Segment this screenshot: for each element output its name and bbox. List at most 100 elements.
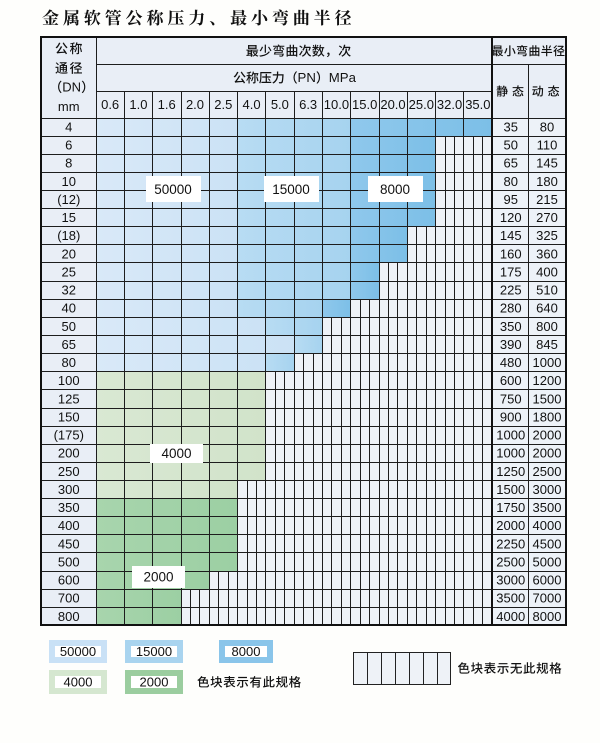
svg-text:8000: 8000 xyxy=(380,182,410,197)
svg-text:750: 750 xyxy=(500,391,522,406)
svg-text:4000: 4000 xyxy=(162,446,192,461)
svg-text:5.0: 5.0 xyxy=(271,97,289,112)
svg-text:40: 40 xyxy=(62,301,76,316)
svg-text:80: 80 xyxy=(62,355,76,370)
svg-text:32: 32 xyxy=(62,283,76,298)
svg-text:845: 845 xyxy=(536,337,558,352)
svg-text:600: 600 xyxy=(58,573,80,588)
svg-text:110: 110 xyxy=(537,138,558,153)
svg-text:160: 160 xyxy=(500,246,522,261)
svg-text:350: 350 xyxy=(58,500,80,515)
svg-text:4: 4 xyxy=(65,119,72,134)
svg-text:500: 500 xyxy=(58,554,80,569)
svg-text:145: 145 xyxy=(500,228,522,243)
svg-text:6.3: 6.3 xyxy=(299,97,317,112)
svg-text:120: 120 xyxy=(500,210,522,225)
svg-text:4000: 4000 xyxy=(496,609,525,624)
svg-text:15000: 15000 xyxy=(136,644,172,659)
svg-text:200: 200 xyxy=(58,446,80,461)
svg-text:215: 215 xyxy=(536,192,558,207)
svg-text:175: 175 xyxy=(500,264,522,279)
svg-text:2250: 2250 xyxy=(496,536,525,551)
svg-text:6000: 6000 xyxy=(533,573,562,588)
svg-text:2500: 2500 xyxy=(496,554,525,569)
svg-text:1200: 1200 xyxy=(533,373,562,388)
svg-text:1000: 1000 xyxy=(496,428,525,443)
svg-text:10: 10 xyxy=(62,174,76,189)
svg-text:280: 280 xyxy=(500,301,522,316)
svg-text:125: 125 xyxy=(58,391,80,406)
svg-text:15.0: 15.0 xyxy=(352,97,377,112)
svg-text:25: 25 xyxy=(62,264,76,279)
svg-text:100: 100 xyxy=(58,373,80,388)
svg-text:4.0: 4.0 xyxy=(243,97,261,112)
svg-text:10.0: 10.0 xyxy=(324,97,349,112)
svg-text:7000: 7000 xyxy=(533,591,562,606)
svg-text:3000: 3000 xyxy=(533,482,562,497)
svg-text:35.0: 35.0 xyxy=(465,97,490,112)
svg-text:1000: 1000 xyxy=(533,355,562,370)
svg-text:250: 250 xyxy=(58,464,80,479)
svg-text:95: 95 xyxy=(504,192,518,207)
svg-text:3500: 3500 xyxy=(533,500,562,515)
svg-text:65: 65 xyxy=(504,156,518,171)
svg-text:2000: 2000 xyxy=(533,428,562,443)
svg-text:360: 360 xyxy=(536,246,558,261)
svg-text:150: 150 xyxy=(58,409,80,424)
svg-text:DN: DN xyxy=(62,80,81,95)
svg-text:3500: 3500 xyxy=(496,591,525,606)
svg-text:25.0: 25.0 xyxy=(409,97,434,112)
svg-text:8000: 8000 xyxy=(533,609,562,624)
svg-text:1500: 1500 xyxy=(533,391,562,406)
svg-text:50: 50 xyxy=(62,319,76,334)
svg-text:80: 80 xyxy=(540,119,554,134)
svg-text:20: 20 xyxy=(62,246,76,261)
svg-text:900: 900 xyxy=(500,409,522,424)
svg-text:80: 80 xyxy=(504,174,518,189)
svg-text:50: 50 xyxy=(504,138,518,153)
svg-text:2000: 2000 xyxy=(143,570,173,585)
svg-text:480: 480 xyxy=(500,355,522,370)
svg-text:50000: 50000 xyxy=(60,644,96,659)
svg-text:700: 700 xyxy=(58,591,80,606)
svg-text:(18): (18) xyxy=(57,228,80,243)
svg-text:300: 300 xyxy=(58,482,80,497)
svg-text:1500: 1500 xyxy=(496,482,525,497)
svg-text:400: 400 xyxy=(58,518,80,533)
svg-text:2000: 2000 xyxy=(496,518,525,533)
svg-text:800: 800 xyxy=(58,609,80,624)
svg-text:4000: 4000 xyxy=(533,518,562,533)
svg-text:4500: 4500 xyxy=(533,536,562,551)
svg-text:180: 180 xyxy=(536,174,558,189)
svg-text:2000: 2000 xyxy=(533,446,562,461)
svg-text:6: 6 xyxy=(65,138,72,153)
svg-text:325: 325 xyxy=(536,228,558,243)
svg-text:270: 270 xyxy=(536,210,558,225)
svg-text:4000: 4000 xyxy=(64,674,93,689)
svg-text:1.6: 1.6 xyxy=(158,97,176,112)
svg-text:MPa: MPa xyxy=(329,70,357,85)
svg-text:2000: 2000 xyxy=(140,674,169,689)
svg-text:3000: 3000 xyxy=(496,573,525,588)
svg-text:800: 800 xyxy=(536,319,558,334)
svg-text:400: 400 xyxy=(536,264,558,279)
svg-text:PN: PN xyxy=(298,70,316,85)
svg-text:450: 450 xyxy=(58,536,80,551)
svg-text:50000: 50000 xyxy=(154,182,192,197)
svg-text:1.0: 1.0 xyxy=(129,97,147,112)
svg-text:1250: 1250 xyxy=(496,464,525,479)
svg-text:1800: 1800 xyxy=(533,409,562,424)
svg-text:145: 145 xyxy=(536,156,558,171)
svg-text:350: 350 xyxy=(500,319,522,334)
svg-text:390: 390 xyxy=(500,337,522,352)
svg-text:5000: 5000 xyxy=(533,554,562,569)
svg-text:2.5: 2.5 xyxy=(214,97,232,112)
svg-text:(12): (12) xyxy=(57,192,80,207)
svg-text:(175): (175) xyxy=(54,428,84,443)
svg-text:510: 510 xyxy=(536,283,558,298)
svg-text:32.0: 32.0 xyxy=(437,97,462,112)
svg-text:15000: 15000 xyxy=(272,182,310,197)
svg-text:600: 600 xyxy=(500,373,522,388)
svg-text:1000: 1000 xyxy=(496,446,525,461)
svg-text:2500: 2500 xyxy=(533,464,562,479)
